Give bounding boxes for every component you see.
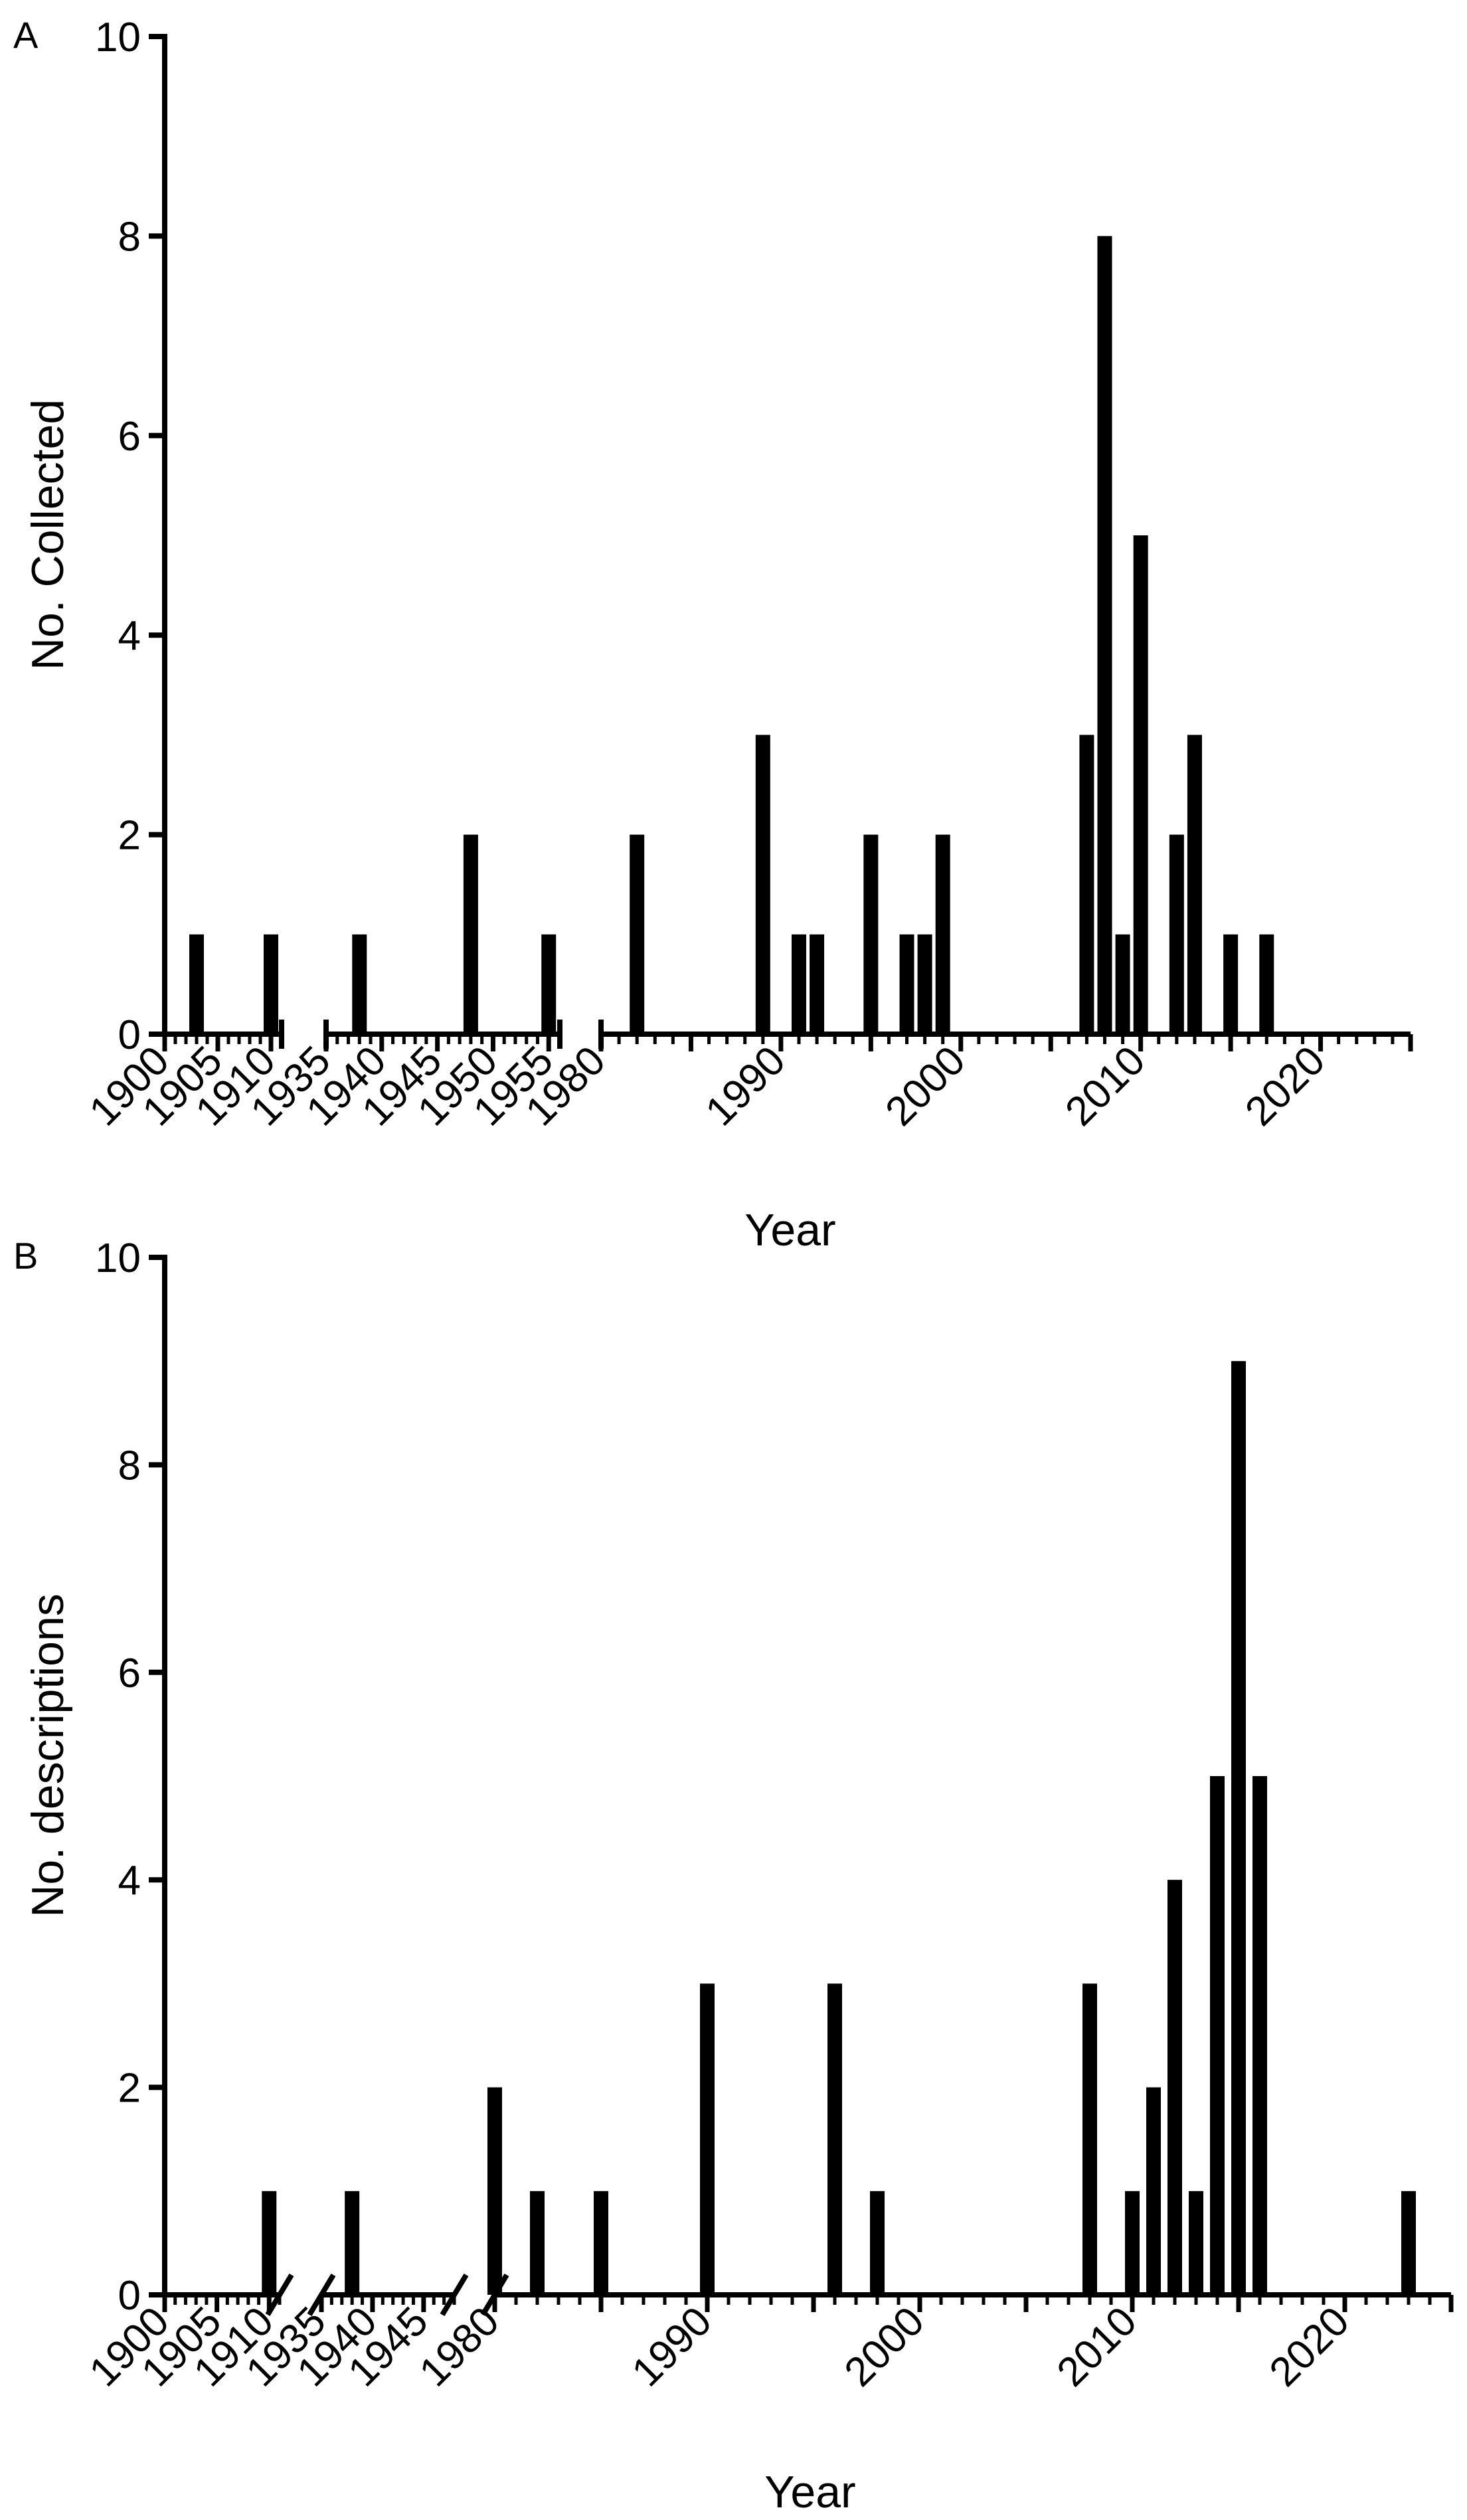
panel-a-x-tick-label: 2010 (1057, 1037, 1154, 1134)
panel-b-bar-2013 (1189, 2191, 1203, 2295)
panel-b-bar-1910 (262, 2191, 277, 2295)
panel-a-bar-1997 (899, 934, 914, 1034)
panel-b-x-tick-label: 2020 (1261, 2298, 1358, 2395)
panel-a-bar-1992 (810, 934, 825, 1034)
panel-a-y-axis-title: No. Collected (23, 399, 73, 670)
panel-a-bar-1995 (863, 834, 879, 1034)
panel-a-bar-2008 (1097, 236, 1112, 1034)
panel-a-bar-1903 (189, 934, 204, 1034)
panel-b-bar-2010 (1125, 2191, 1140, 2295)
panel-b-bar-2012 (1167, 1880, 1182, 2295)
panel-a-bar-2007 (1079, 735, 1094, 1034)
panel-b-y-tick-label: 0 (118, 2273, 141, 2319)
panel-b-letter: B (13, 1235, 38, 1277)
panel-a-x-axis-title: Year (744, 1205, 835, 1255)
panel-a-y-tick-label: 10 (95, 15, 141, 60)
panel-a-y-tick-label: 8 (118, 214, 141, 260)
panel-b-y-tick-label: 6 (118, 1651, 141, 1696)
panel-b-bar-1980 (487, 2087, 502, 2295)
panel-a-bar-2013 (1187, 735, 1202, 1034)
panel-b-x-tick-label: 2010 (1049, 2298, 1146, 2395)
panel-b-descriptions-chart: B No. descriptions Year 0246810190019051… (13, 1235, 1454, 2517)
panel-b-x-tick-label: 2000 (836, 2298, 933, 2395)
panel-b-y-tick-label: 2 (118, 2066, 141, 2112)
panel-b-y-axis-title: No. descriptions (23, 1593, 73, 1918)
panel-b-y-tick-label: 10 (95, 1235, 141, 1281)
panel-b-x-axis-title: Year (764, 2467, 855, 2517)
panel-b-bar-2008 (1082, 1983, 1097, 2295)
panel-b-bar-2011 (1146, 2087, 1161, 2295)
panel-b-x-tick-label: 1990 (624, 2298, 721, 2395)
panel-a-bar-1989 (755, 735, 770, 1034)
panel-a-bar-1955 (541, 934, 557, 1034)
panel-a-letter: A (13, 14, 39, 56)
panel-a-y-tick-label: 0 (118, 1012, 141, 1058)
panel-a-bar-1998 (917, 934, 932, 1034)
panel-a-bar-2015 (1223, 934, 1239, 1034)
panel-a-bar-1910 (264, 934, 278, 1034)
panel-a-bar-1991 (791, 934, 806, 1034)
panel-b-bar-1996 (827, 1983, 842, 2295)
panel-b-x-tick-label: 1980 (411, 2298, 508, 2395)
panel-a-bar-1948 (463, 834, 478, 1034)
panel-a-y-tick-label: 6 (118, 414, 141, 460)
panel-b-bar-2023 (1401, 2191, 1416, 2295)
panel-b-bar-2014 (1210, 1776, 1225, 2295)
panel-b-y-tick-label: 8 (118, 1443, 141, 1488)
panel-b-y-tick-label: 4 (118, 1858, 141, 1904)
panel-a-y-tick-label: 2 (118, 813, 141, 859)
panel-a-bar-2017 (1259, 934, 1274, 1034)
panel-a-bar-1938 (352, 934, 367, 1034)
panel-a-x-tick-label: 1990 (697, 1037, 794, 1134)
panel-b-bar-1938 (345, 2191, 360, 2295)
panel-a-bar-1982 (630, 834, 645, 1034)
panel-a-bar-2009 (1115, 934, 1130, 1034)
panel-b-bar-1982 (530, 2191, 545, 2295)
panel-a-collected-chart: A No. Collected Year 0246810190019051910… (13, 14, 1413, 1255)
panel-b-bar-1990 (700, 1983, 715, 2295)
panel-a-x-tick-label: 2000 (877, 1037, 974, 1134)
panel-a-bar-2012 (1169, 834, 1184, 1034)
panel-b-bar-2016 (1252, 1776, 1267, 2295)
panel-a-bar-2010 (1133, 535, 1148, 1034)
panel-b-bar-1998 (870, 2191, 885, 2295)
panel-b-bar-1985 (594, 2191, 608, 2295)
panel-b-bar-2015 (1231, 1361, 1246, 2295)
panel-a-bar-1999 (935, 834, 950, 1034)
panel-a-x-tick-label: 2020 (1237, 1037, 1334, 1134)
panel-a-y-tick-label: 4 (118, 613, 141, 659)
